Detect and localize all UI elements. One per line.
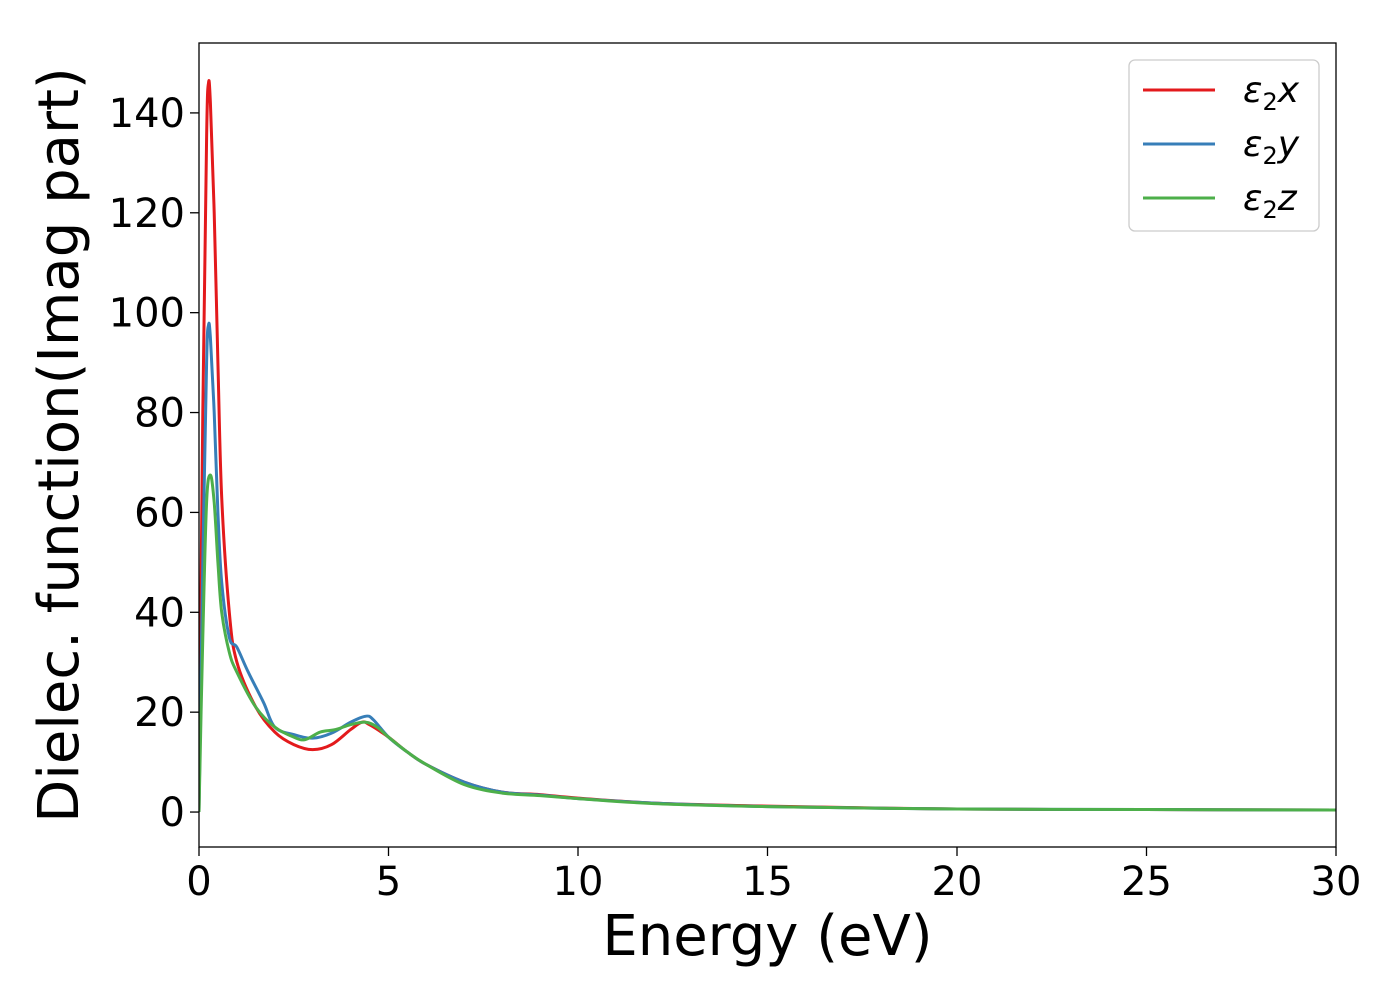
legend-label: ε2x: [1243, 70, 1300, 116]
y-axis-title: Dielec. function(Imag part): [27, 67, 92, 823]
x-tick-label: 25: [1121, 859, 1172, 905]
y-tick-label: 120: [109, 191, 185, 237]
x-tick-label: 0: [186, 859, 211, 905]
y-tick-label: 60: [134, 490, 185, 536]
series-line-y: [199, 321, 1336, 813]
y-tick-label: 20: [134, 690, 185, 736]
x-axis-title: Energy (eV): [602, 904, 932, 969]
legend-item-x: ε2x: [1143, 70, 1300, 116]
legend-item-z: ε2z: [1143, 178, 1298, 224]
x-tick-label: 15: [742, 859, 793, 905]
series-layer: [199, 79, 1336, 813]
y-axis: 0 20 40 60 80 100 120 140: [109, 91, 199, 836]
x-axis: 0 5 10 15 20 25 30: [186, 847, 1361, 905]
legend-items: ε2x ε2y ε2z: [1143, 70, 1300, 224]
legend-item-y: ε2y: [1143, 124, 1300, 170]
y-tick-label: 80: [134, 391, 185, 437]
series-line-z: [199, 473, 1336, 813]
y-tick-label: 140: [109, 91, 185, 137]
y-tick-label: 100: [109, 291, 185, 337]
x-tick-label: 10: [553, 859, 604, 905]
legend-box: [1128, 59, 1320, 232]
x-tick-label: 30: [1311, 859, 1362, 905]
y-tick-label: 40: [134, 590, 185, 636]
legend: ε2x ε2y ε2z: [1128, 59, 1320, 232]
y-tick-label: 0: [160, 790, 185, 836]
x-tick-label: 5: [376, 859, 401, 905]
legend-label: ε2y: [1243, 124, 1300, 170]
legend-label: ε2z: [1243, 178, 1298, 224]
x-tick-label: 20: [932, 859, 983, 905]
